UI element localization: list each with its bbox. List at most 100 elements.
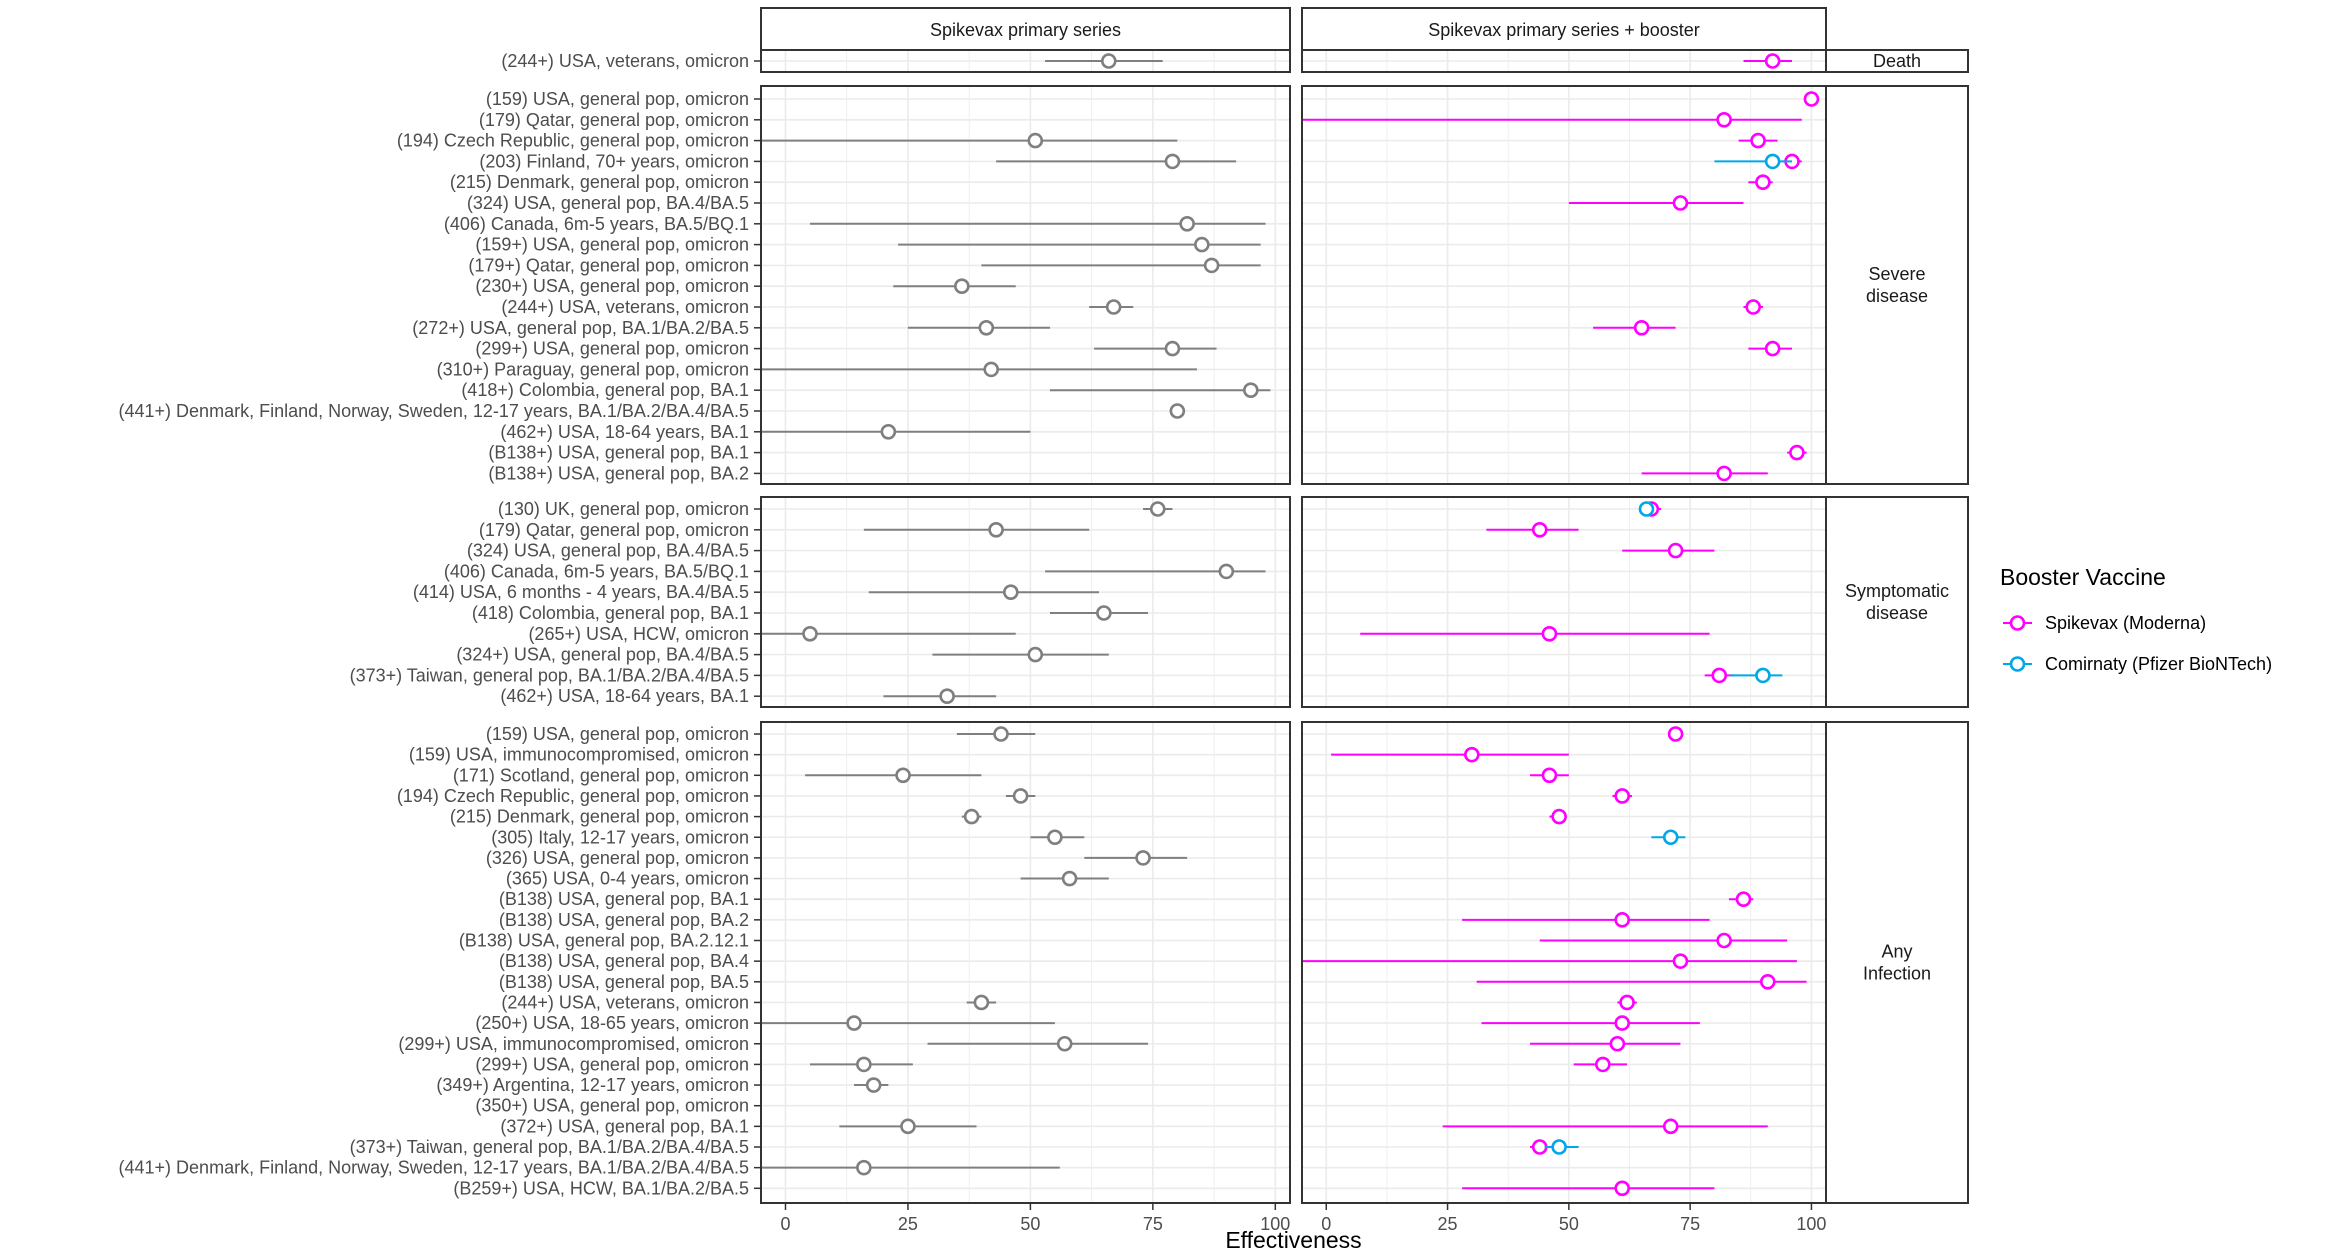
estimate-point (1027, 132, 1044, 149)
x-tick-label: 50 (1020, 1214, 1040, 1234)
estimate-point (1531, 521, 1548, 538)
facet-label: Any Infection (1863, 942, 1931, 984)
row-label: (299+) USA, general pop, omicron (475, 339, 749, 359)
row-label: (B138) USA, general pop, BA.1 (499, 889, 749, 909)
legend-key-point (2009, 615, 2026, 631)
facet-strip (1825, 721, 1969, 1204)
estimate-point (1164, 340, 1181, 357)
estimate-point (963, 808, 980, 825)
row-label: (462+) USA, 18-64 years, BA.1 (500, 422, 749, 442)
row-label: (326) USA, general pop, omicron (486, 848, 749, 868)
estimate-point (1789, 444, 1805, 461)
facet-label: Death (1873, 51, 1921, 71)
row-label: (441+) Denmark, Finland, Norway, Sweden,… (119, 1158, 749, 1178)
panel-background (1302, 497, 1826, 707)
estimate-point (1764, 53, 1781, 69)
estimate-point (1667, 726, 1684, 742)
estimate-point (1764, 153, 1781, 170)
row-label: (349+) Argentina, 12-17 years, omicron (436, 1075, 749, 1095)
estimate-point (1672, 953, 1689, 969)
x-tick-label: 50 (1559, 1214, 1579, 1234)
row-label: (418+) Colombia, general pop, BA.1 (461, 380, 749, 400)
x-tick-label: 75 (1680, 1214, 1700, 1234)
legend-label: Spikevax (Moderna) (2045, 613, 2206, 633)
column-strip (1301, 7, 1827, 51)
x-tick-label: 25 (898, 1214, 918, 1234)
panel-border (760, 721, 1291, 1204)
row-label: (194) Czech Republic, general pop, omicr… (397, 786, 749, 806)
estimate-point (1595, 1056, 1611, 1073)
row-label: (305) Italy, 12-17 years, omicron (491, 827, 749, 847)
row-label: (159) USA, immunocompromised, omicron (409, 745, 749, 765)
estimate-point (895, 767, 911, 784)
row-label: (B138) USA, general pop, BA.2.12.1 (459, 931, 749, 951)
estimate-point (1027, 646, 1044, 663)
column-strip (760, 7, 1291, 51)
estimate-point (939, 688, 955, 705)
estimate-point (1662, 1118, 1679, 1135)
estimate-point (1541, 625, 1558, 642)
estimate-point (973, 994, 990, 1011)
row-label: (215) Denmark, general pop, omicron (450, 807, 749, 827)
estimate-point (1735, 891, 1752, 908)
row-label: (179+) Qatar, general pop, omicron (468, 255, 749, 275)
column-title: Spikevax primary series + booster (1428, 20, 1700, 40)
estimate-point (1614, 788, 1631, 804)
estimate-point (1531, 1139, 1548, 1155)
estimate-point (1135, 850, 1151, 866)
x-tick-label: 100 (1796, 1214, 1826, 1234)
column-title: Spikevax primary series (930, 20, 1121, 40)
estimate-point (1218, 563, 1235, 580)
row-label: (B259+) USA, HCW, BA.1/BA.2/BA.5 (453, 1178, 749, 1198)
estimate-point (1633, 319, 1650, 336)
estimate-point (1672, 195, 1689, 211)
row-label: (B138+) USA, general pop, BA.1 (488, 443, 749, 463)
row-label: (373+) Taiwan, general pop, BA.1/BA.2/BA… (350, 665, 749, 685)
estimate-point (1541, 767, 1558, 784)
estimate-point (1164, 153, 1181, 170)
estimate-point (1803, 91, 1820, 107)
estimate-point (856, 1159, 872, 1176)
row-label: (406) Canada, 6m-5 years, BA.5/BQ.1 (444, 561, 749, 581)
x-tick-label: 100 (1260, 1214, 1290, 1234)
facet-strip (1825, 85, 1969, 485)
row-label: (324) USA, general pop, BA.4/BA.5 (467, 193, 749, 213)
x-axis-label: Effectiveness (1225, 1227, 1361, 1253)
row-label: (230+) USA, general pop, omicron (475, 276, 749, 296)
row-label: (203) Finland, 70+ years, omicron (479, 151, 749, 171)
estimate-point (880, 423, 897, 440)
facet-label: Symptomatic disease (1845, 581, 1949, 623)
estimate-point (1662, 829, 1679, 846)
facet-strip (1825, 49, 1969, 73)
panel-background (761, 722, 1290, 1203)
row-label: (B138) USA, general pop, BA.5 (499, 972, 749, 992)
panel-background (761, 86, 1290, 484)
row-label: (159) USA, general pop, omicron (486, 724, 749, 744)
row-label: (B138+) USA, general pop, BA.2 (488, 463, 749, 483)
row-label: (441+) Denmark, Finland, Norway, Sweden,… (119, 401, 749, 421)
estimate-point (1745, 299, 1762, 315)
estimate-point (1061, 870, 1078, 887)
estimate-point (1614, 1015, 1631, 1031)
estimate-point (993, 726, 1009, 742)
row-label: (299+) USA, immunocompromised, omicron (398, 1034, 749, 1054)
estimate-point (1716, 112, 1732, 128)
row-label: (179) Qatar, general pop, omicron (479, 110, 749, 130)
estimate-point (1755, 174, 1771, 190)
panel-border (760, 85, 1291, 485)
estimate-point (978, 319, 995, 336)
row-label: (159) USA, general pop, omicron (486, 89, 749, 109)
legend-title: Booster Vaccine (2000, 564, 2166, 590)
estimate-point (1750, 132, 1766, 149)
row-label: (244+) USA, veterans, omicron (501, 992, 749, 1012)
row-label: (418) Colombia, general pop, BA.1 (472, 603, 749, 623)
row-label: (310+) Paraguay, general pop, omicron (437, 359, 749, 379)
estimate-point (1551, 808, 1567, 825)
estimate-point (1759, 973, 1776, 990)
estimate-point (1716, 932, 1732, 949)
estimate-point (1003, 584, 1019, 601)
estimate-point (1619, 994, 1635, 1011)
legend-label: Comirnaty (Pfizer BioNTech) (2045, 654, 2272, 674)
x-tick-label: 0 (1321, 1214, 1331, 1234)
